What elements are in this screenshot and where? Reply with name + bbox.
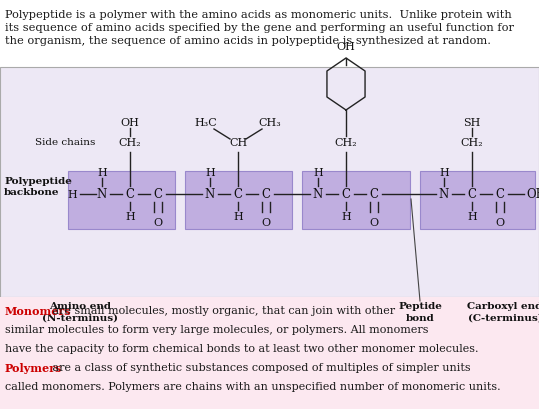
Text: H: H (205, 168, 215, 178)
Text: H: H (67, 189, 77, 200)
Text: are a class of synthetic substances composed of multiples of simpler units: are a class of synthetic substances comp… (49, 362, 471, 372)
Text: Carboxyl end
(C-terminus): Carboxyl end (C-terminus) (467, 301, 539, 322)
Text: CH: CH (229, 138, 247, 148)
Text: the organism, the sequence of amino acids in polypeptide is synthesized at rando: the organism, the sequence of amino acid… (5, 36, 491, 46)
Text: N: N (97, 188, 107, 201)
Text: CH₃: CH₃ (259, 118, 281, 128)
Text: H: H (467, 211, 477, 221)
Text: N: N (205, 188, 215, 201)
Text: H₃C: H₃C (195, 118, 217, 128)
Text: O: O (261, 218, 271, 227)
Bar (0, 68, 539, 297)
Bar (302, 172, 410, 229)
Text: Amino end
(N-terminus): Amino end (N-terminus) (42, 301, 118, 322)
Text: Side chains: Side chains (35, 138, 95, 147)
Text: OH: OH (336, 42, 355, 52)
Text: Peptide
bond: Peptide bond (398, 301, 442, 322)
Text: H: H (233, 211, 243, 221)
Text: its sequence of amino acids specified by the gene and performing an useful funct: its sequence of amino acids specified by… (5, 23, 514, 33)
Text: OH: OH (121, 118, 140, 128)
Text: similar molecules to form very large molecules, or polymers. All monomers: similar molecules to form very large mol… (5, 324, 429, 334)
Bar (0, 0, 539, 68)
Bar (0, 297, 539, 409)
Text: Monomers: Monomers (5, 305, 72, 316)
Bar (68, 172, 175, 229)
Text: Polypeptide
backbone: Polypeptide backbone (4, 176, 72, 197)
Text: H: H (125, 211, 135, 221)
Text: are small molecules, mostly organic, that can join with other: are small molecules, mostly organic, tha… (49, 305, 395, 315)
Bar (185, 172, 292, 229)
Text: O: O (495, 218, 505, 227)
Text: H: H (313, 168, 323, 178)
Text: H: H (341, 211, 351, 221)
Text: H: H (439, 168, 449, 178)
Text: C: C (233, 188, 243, 201)
Text: OH: OH (526, 188, 539, 201)
Text: C: C (495, 188, 505, 201)
Text: Polymers: Polymers (5, 362, 63, 373)
Text: called monomers. Polymers are chains with an unspecified number of monomeric uni: called monomers. Polymers are chains wit… (5, 381, 501, 391)
Text: O: O (154, 218, 163, 227)
Text: have the capacity to form chemical bonds to at least two other monomer molecules: have the capacity to form chemical bonds… (5, 343, 479, 353)
Text: C: C (467, 188, 476, 201)
Text: O: O (369, 218, 378, 227)
Text: N: N (313, 188, 323, 201)
Text: CH₂: CH₂ (119, 138, 141, 148)
Bar (420, 172, 535, 229)
Text: CH₂: CH₂ (461, 138, 483, 148)
Text: SH: SH (464, 118, 481, 128)
Text: C: C (342, 188, 350, 201)
Text: H: H (97, 168, 107, 178)
Text: C: C (126, 188, 135, 201)
Text: C: C (154, 188, 162, 201)
Text: C: C (261, 188, 271, 201)
Text: CH₂: CH₂ (335, 138, 357, 148)
Text: C: C (370, 188, 378, 201)
Text: N: N (439, 188, 449, 201)
Text: Polypeptide is a polymer with the amino acids as monomeric units.  Unlike protei: Polypeptide is a polymer with the amino … (5, 10, 512, 20)
